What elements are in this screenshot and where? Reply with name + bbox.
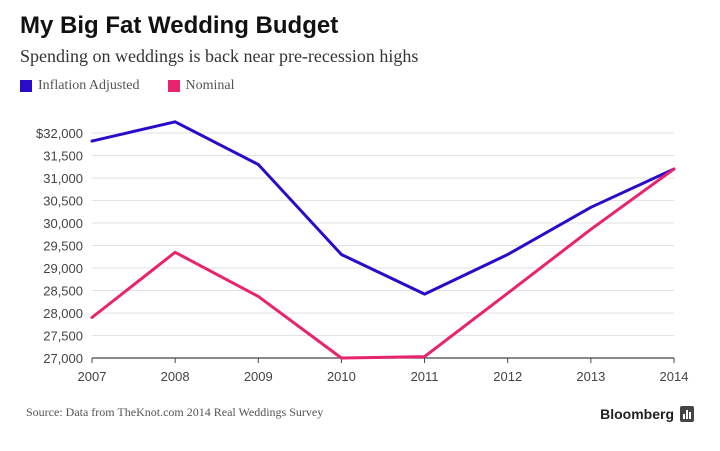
y-tick-label: 29,000 [43, 261, 83, 276]
legend-swatch-inflation-adjusted [20, 80, 32, 92]
x-tick-label: 2009 [244, 369, 273, 384]
legend: Inflation Adjusted Nominal [20, 78, 263, 94]
y-tick-label: 28,500 [43, 284, 83, 299]
legend-label-inflation-adjusted: Inflation Adjusted [38, 78, 140, 93]
chart-subtitle: Spending on weddings is back near pre-re… [20, 46, 419, 66]
brand-name: Bloomberg [600, 406, 674, 422]
x-tick-label: 2014 [660, 369, 689, 384]
legend-swatch-nominal [167, 80, 180, 92]
x-tick-label: 2008 [161, 369, 190, 384]
legend-item-inflation-adjusted: Inflation Adjusted [20, 78, 140, 94]
bar-chart-icon [680, 406, 694, 422]
x-tick-label: 2013 [576, 369, 605, 384]
x-tick-label: 2012 [493, 369, 522, 384]
y-tick-label: 27,000 [43, 351, 83, 366]
series-line-nominal [90, 167, 676, 360]
y-tick-label: 31,500 [43, 149, 83, 164]
y-tick-label: 28,000 [43, 306, 83, 321]
y-tick-label: 30,500 [43, 194, 83, 209]
chart-title: My Big Fat Wedding Budget [20, 12, 339, 39]
x-tick-label: 2007 [78, 369, 107, 384]
x-tick-label: 2011 [411, 369, 439, 384]
y-tick-label: $32,000 [36, 126, 83, 141]
legend-item-nominal: Nominal [167, 78, 235, 94]
y-tick-label: 29,500 [43, 239, 83, 254]
y-tick-label: 30,000 [43, 216, 83, 231]
legend-label-nominal: Nominal [185, 78, 235, 93]
x-tick-label: 2010 [327, 369, 356, 384]
y-tick-label: 31,000 [43, 171, 83, 186]
y-tick-label: 27,500 [43, 329, 83, 344]
source-note: Source: Data from TheKnot.com 2014 Real … [26, 405, 324, 419]
series-line-inflation-adjusted [90, 120, 676, 296]
brand-logo: Bloomberg [600, 406, 694, 422]
